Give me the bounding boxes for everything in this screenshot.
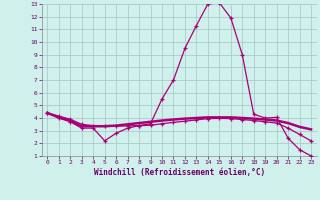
X-axis label: Windchill (Refroidissement éolien,°C): Windchill (Refroidissement éolien,°C) [94, 168, 265, 177]
